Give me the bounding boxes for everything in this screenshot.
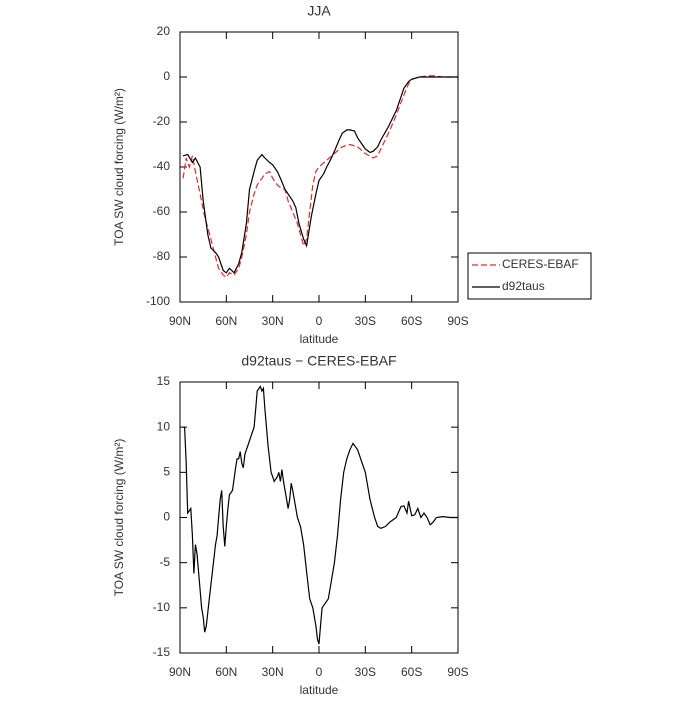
y-axis-label: TOA SW cloud forcing (W/m²)	[112, 88, 126, 246]
series-line	[182, 75, 458, 279]
x-tick-label: 60N	[215, 314, 237, 328]
x-tick-label: 90N	[169, 314, 191, 328]
y-tick-label: 20	[157, 24, 171, 38]
plot-frame	[179, 31, 459, 303]
x-axis-label: latitude	[300, 683, 339, 697]
x-tick-label: 0	[316, 314, 323, 328]
x-tick-label: 90S	[447, 665, 468, 679]
y-tick-label: -40	[153, 159, 171, 173]
chart-title: JJA	[307, 3, 331, 19]
x-tick-label: 30N	[262, 314, 284, 328]
y-tick-label: 15	[157, 374, 171, 388]
y-tick-label: -100	[146, 294, 170, 308]
y-tick-label: -15	[153, 645, 171, 659]
y-tick-label: -60	[153, 204, 171, 218]
x-tick-label: 60S	[401, 314, 422, 328]
x-tick-label: 60S	[401, 665, 422, 679]
x-tick-label: 0	[316, 665, 323, 679]
y-tick-label: 10	[157, 419, 171, 433]
y-tick-label: 0	[163, 69, 170, 83]
y-tick-label: 0	[163, 510, 170, 524]
y-tick-label: -80	[153, 249, 171, 263]
legend-label: d92taus	[502, 279, 545, 293]
legend-box	[467, 252, 592, 300]
x-tick-label: 30S	[355, 665, 376, 679]
x-tick-label: 60N	[215, 665, 237, 679]
chart-title: d92taus − CERES-EBAF	[241, 353, 396, 369]
x-tick-label: 30N	[262, 665, 284, 679]
y-tick-label: -10	[153, 600, 171, 614]
x-tick-label: 90S	[447, 314, 468, 328]
y-axis-label: TOA SW cloud forcing (W/m²)	[112, 439, 126, 597]
plot-frame	[179, 381, 459, 654]
legend-label: CERES-EBAF	[502, 257, 579, 271]
y-tick-label: -5	[159, 555, 170, 569]
x-tick-label: 90N	[169, 665, 191, 679]
x-axis-label: latitude	[300, 332, 339, 346]
y-tick-label: 5	[163, 465, 170, 479]
series-line	[182, 76, 458, 274]
x-tick-label: 30S	[355, 314, 376, 328]
y-tick-label: -20	[153, 114, 171, 128]
series-line	[183, 385, 458, 645]
